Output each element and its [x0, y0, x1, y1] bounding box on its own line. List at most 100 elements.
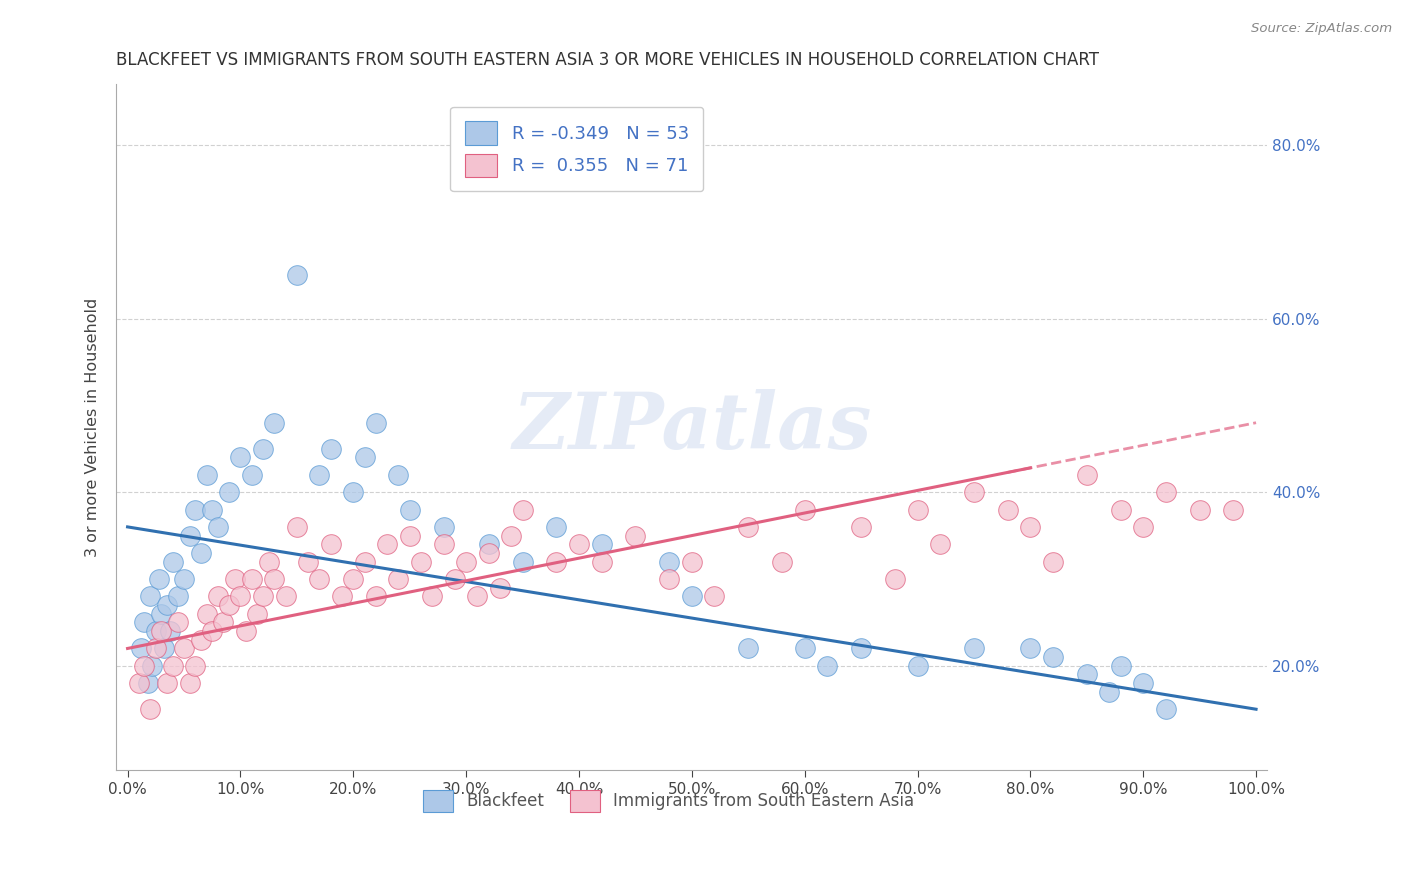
Point	[1222, 502, 1244, 516]
Point	[257, 555, 280, 569]
Point	[1019, 520, 1042, 534]
Text: Source: ZipAtlas.com: Source: ZipAtlas.com	[1251, 22, 1392, 36]
Point	[884, 572, 907, 586]
Text: ZIPatlas: ZIPatlas	[512, 389, 872, 466]
Point	[1109, 658, 1132, 673]
Point	[139, 702, 162, 716]
Point	[342, 485, 364, 500]
Point	[1132, 520, 1154, 534]
Point	[907, 502, 929, 516]
Point	[658, 572, 681, 586]
Point	[568, 537, 591, 551]
Point	[353, 555, 375, 569]
Point	[364, 416, 387, 430]
Point	[285, 520, 308, 534]
Point	[364, 590, 387, 604]
Point	[907, 658, 929, 673]
Point	[218, 598, 240, 612]
Point	[1042, 650, 1064, 665]
Point	[263, 416, 285, 430]
Point	[546, 555, 568, 569]
Point	[591, 555, 613, 569]
Point	[387, 572, 409, 586]
Point	[129, 641, 152, 656]
Point	[443, 572, 465, 586]
Point	[240, 467, 263, 482]
Point	[152, 641, 174, 656]
Point	[235, 624, 257, 638]
Point	[212, 615, 235, 630]
Point	[190, 546, 212, 560]
Point	[512, 555, 534, 569]
Point	[218, 485, 240, 500]
Point	[252, 442, 274, 456]
Point	[148, 572, 170, 586]
Point	[1076, 667, 1098, 681]
Point	[156, 598, 179, 612]
Point	[162, 658, 184, 673]
Point	[658, 555, 681, 569]
Point	[179, 676, 201, 690]
Point	[162, 555, 184, 569]
Point	[793, 641, 815, 656]
Point	[229, 590, 252, 604]
Point	[141, 658, 163, 673]
Point	[145, 624, 167, 638]
Point	[398, 502, 420, 516]
Point	[681, 590, 703, 604]
Point	[681, 555, 703, 569]
Point	[624, 528, 647, 542]
Point	[330, 590, 353, 604]
Point	[342, 572, 364, 586]
Point	[501, 528, 523, 542]
Point	[195, 607, 218, 621]
Point	[263, 572, 285, 586]
Point	[173, 641, 195, 656]
Point	[353, 450, 375, 465]
Point	[136, 676, 159, 690]
Point	[308, 467, 330, 482]
Point	[274, 590, 297, 604]
Point	[1154, 702, 1177, 716]
Text: BLACKFEET VS IMMIGRANTS FROM SOUTH EASTERN ASIA 3 OR MORE VEHICLES IN HOUSEHOLD : BLACKFEET VS IMMIGRANTS FROM SOUTH EASTE…	[117, 51, 1099, 69]
Point	[409, 555, 432, 569]
Point	[139, 590, 162, 604]
Point	[128, 676, 150, 690]
Point	[195, 467, 218, 482]
Point	[963, 485, 986, 500]
Point	[184, 502, 207, 516]
Point	[420, 590, 443, 604]
Point	[190, 632, 212, 647]
Point	[512, 502, 534, 516]
Point	[1109, 502, 1132, 516]
Point	[387, 467, 409, 482]
Point	[150, 607, 173, 621]
Point	[134, 658, 156, 673]
Point	[229, 450, 252, 465]
Point	[929, 537, 952, 551]
Point	[375, 537, 398, 551]
Point	[145, 641, 167, 656]
Point	[246, 607, 269, 621]
Point	[1154, 485, 1177, 500]
Y-axis label: 3 or more Vehicles in Household: 3 or more Vehicles in Household	[86, 297, 100, 557]
Point	[252, 590, 274, 604]
Point	[201, 624, 224, 638]
Point	[793, 502, 815, 516]
Point	[319, 537, 342, 551]
Point	[815, 658, 838, 673]
Point	[308, 572, 330, 586]
Point	[1042, 555, 1064, 569]
Point	[319, 442, 342, 456]
Point	[167, 590, 190, 604]
Point	[240, 572, 263, 586]
Point	[849, 520, 872, 534]
Point	[770, 555, 793, 569]
Point	[997, 502, 1019, 516]
Point	[150, 624, 173, 638]
Point	[478, 537, 501, 551]
Point	[184, 658, 207, 673]
Point	[1132, 676, 1154, 690]
Point	[591, 537, 613, 551]
Point	[478, 546, 501, 560]
